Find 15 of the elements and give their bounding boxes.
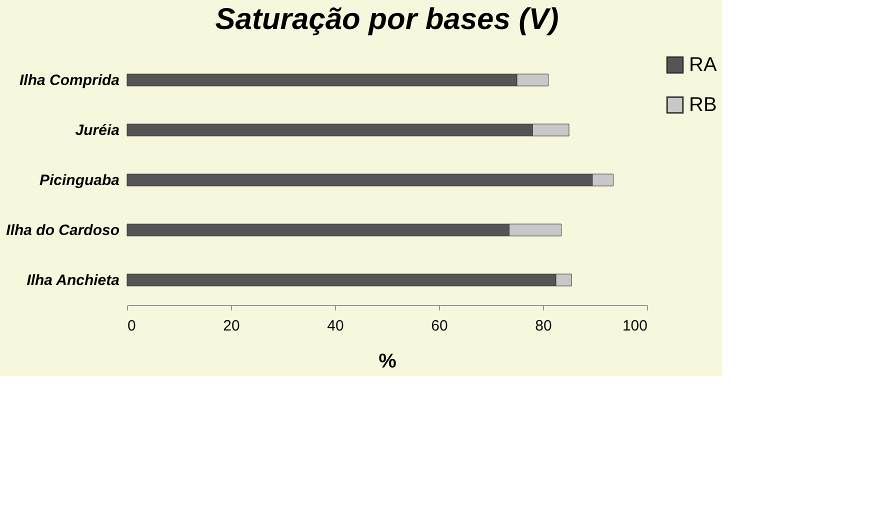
y-tick-label: Ilha Anchieta bbox=[26, 272, 120, 289]
x-axis-title: % bbox=[378, 350, 397, 372]
x-tick-label: 80 bbox=[535, 318, 552, 334]
y-tick-label: Ilha do Cardoso bbox=[6, 222, 120, 239]
x-tick-label: 0 bbox=[128, 318, 136, 334]
chart-title: Saturação por bases (V) bbox=[215, 3, 559, 36]
y-tick-label: Juréia bbox=[75, 122, 120, 139]
x-tick-label: 20 bbox=[223, 318, 240, 334]
legend-label: RB bbox=[689, 94, 717, 116]
x-tick-label: 60 bbox=[431, 318, 448, 334]
y-tick-label: Ilha Comprida bbox=[19, 72, 120, 89]
x-tick-label: 100 bbox=[622, 318, 648, 334]
y-tick-label: Picinguaba bbox=[39, 172, 120, 189]
x-tick-label: 40 bbox=[327, 318, 344, 334]
legend-label: RA bbox=[689, 54, 718, 76]
